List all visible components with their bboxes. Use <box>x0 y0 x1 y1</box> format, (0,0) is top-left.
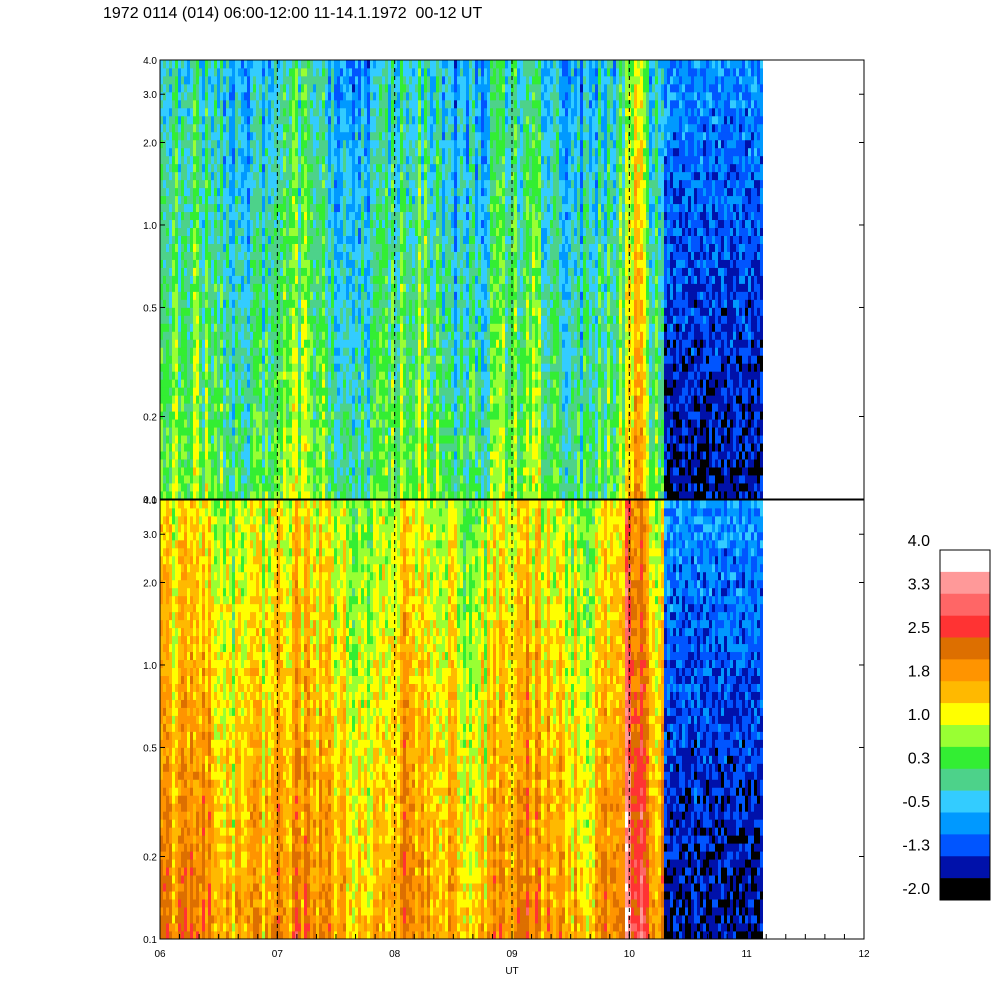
colorbar-swatch <box>940 615 990 638</box>
colorbar-label: -1.3 <box>902 838 930 855</box>
y-tick-label: 3.0 <box>143 90 157 101</box>
colorbar-swatch <box>940 834 990 857</box>
x-tick-label: 11 <box>741 949 752 960</box>
y-tick-label: 3.0 <box>143 530 157 541</box>
colorbar-swatch <box>940 571 990 595</box>
colorbar-label: -0.5 <box>902 794 930 811</box>
colorbar-label: 1.0 <box>908 707 930 724</box>
y-axis-ticks: 0.10.20.51.02.03.04.00.10.20.51.02.03.04… <box>143 56 864 946</box>
colorbar-swatch <box>940 746 990 770</box>
colorbar-swatch <box>940 790 990 813</box>
y-tick-label: 2.0 <box>143 578 157 589</box>
y-tick-label: 0.5 <box>143 303 157 314</box>
x-axis-ticks: 06 07 08 09 10 11 12 <box>154 931 870 960</box>
colorbar-label: 4.0 <box>908 533 930 550</box>
x-axis-label: UT <box>505 966 518 977</box>
x-tick-label: 12 <box>858 949 870 960</box>
colorbar-label: 3.3 <box>908 577 930 594</box>
colorbar-swatch <box>940 703 990 726</box>
colorbar-swatch <box>940 550 990 573</box>
y-tick-label: 1.0 <box>143 661 157 672</box>
colorbar-label: 0.3 <box>908 751 930 768</box>
colorbar-swatch <box>940 637 990 660</box>
colorbar: 4.0 3.3 2.5 1.8 1.0 0.3 -0.5 -1.3 -2.0 <box>902 533 991 901</box>
y-tick-label: 4.0 <box>143 56 157 67</box>
x-tick-label: 07 <box>272 949 284 960</box>
colorbar-swatch <box>940 593 990 616</box>
x-tick-label: 06 <box>154 949 166 960</box>
y-tick-label: 4.0 <box>143 496 157 507</box>
colorbar-swatch <box>940 812 990 835</box>
hour-dashed-lines <box>276 60 630 939</box>
colorbar-label: 1.8 <box>908 664 930 681</box>
x-tick-label: 10 <box>624 949 636 960</box>
y-tick-label: 2.0 <box>143 138 157 149</box>
colorbar-swatch <box>940 659 990 682</box>
colorbar-label: 2.5 <box>908 620 930 637</box>
colorbar-swatch <box>940 878 990 901</box>
top-spectrogram-panel <box>160 60 763 499</box>
y-tick-label: 0.2 <box>143 853 157 864</box>
y-tick-label: 1.0 <box>143 221 157 232</box>
colorbar-swatch <box>940 681 990 704</box>
panel-frame <box>159 59 865 500</box>
colorbar-swatch <box>940 856 990 879</box>
y-tick-label: 0.2 <box>143 413 157 424</box>
x-tick-label: 08 <box>389 949 401 960</box>
colorbar-swatch <box>940 768 990 791</box>
x-tick-label: 09 <box>506 949 518 960</box>
y-tick-label: 0.1 <box>143 935 157 946</box>
y-tick-label: 0.1 <box>143 495 157 506</box>
colorbar-label: -2.0 <box>902 881 930 898</box>
bottom-spectrogram-panel <box>160 500 763 939</box>
chart-title: 1972 0114 (014) 06:00-12:00 11-14.1.1972… <box>103 5 482 23</box>
y-tick-label: 0.5 <box>143 743 157 754</box>
colorbar-swatch <box>940 725 990 748</box>
colorbar-frame <box>939 549 991 901</box>
